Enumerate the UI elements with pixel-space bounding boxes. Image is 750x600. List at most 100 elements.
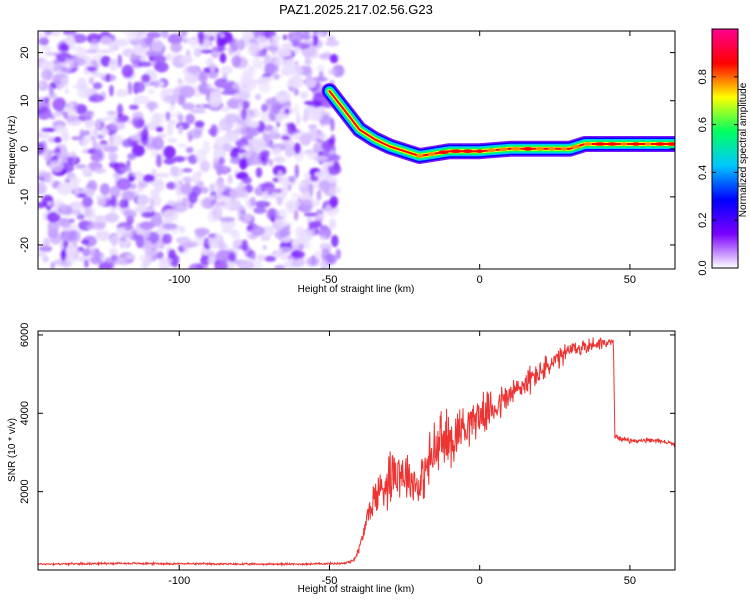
noise-blob: [58, 202, 66, 210]
noise-blob: [64, 88, 70, 94]
noise-blob: [193, 47, 202, 58]
noise-blob: [308, 108, 322, 121]
y-tick-label: 2000: [19, 479, 31, 503]
bottom-panel: -100 -50 0 50 2000 4000 6000 Height of straig…: [7, 323, 676, 595]
noise-blob: [181, 102, 195, 110]
noise-blob: [262, 191, 269, 201]
noise-blob: [116, 103, 124, 118]
noise-blob: [291, 40, 300, 48]
noise-blob: [272, 65, 279, 73]
noise-blob: [211, 206, 223, 220]
noise-blob: [181, 241, 191, 251]
noise-blob: [96, 143, 101, 151]
noise-blob: [330, 118, 335, 132]
noise-blob: [86, 49, 97, 54]
noise-blob: [210, 124, 218, 138]
noise-blob: [106, 110, 117, 116]
noise-blob: [275, 113, 281, 123]
noise-blob: [261, 103, 268, 113]
noise-blob: [108, 58, 119, 71]
noise-blob: [188, 263, 204, 269]
noise-blob: [182, 168, 193, 173]
noise-blob: [252, 31, 265, 36]
noise-blob: [237, 259, 254, 269]
noise-blob: [230, 229, 240, 239]
noise-blob: [191, 172, 201, 184]
noise-blob: [288, 175, 296, 183]
noise-blob: [139, 254, 153, 263]
noise-blob: [330, 134, 336, 146]
noise-blob: [299, 91, 309, 100]
noise-blob: [272, 165, 287, 177]
noise-blob: [66, 101, 80, 110]
chart-title: PAZ1.2025.217.02.56.G23: [279, 2, 433, 17]
noise-blob: [59, 43, 70, 52]
noise-blob: [144, 82, 152, 87]
noise-blob: [165, 111, 171, 122]
noise-blob: [228, 252, 236, 262]
ridge-hotspot: [594, 142, 606, 146]
noise-blob: [100, 128, 109, 135]
noise-blob: [94, 167, 106, 174]
ridge-hotspot: [535, 147, 544, 151]
noise-blob: [194, 120, 205, 128]
noise-blob: [194, 149, 207, 163]
noise-blob: [108, 84, 114, 97]
noise-blob: [99, 183, 110, 196]
noise-blob: [272, 35, 281, 42]
y-tick-label: 6000: [19, 323, 31, 347]
noise-blob: [303, 108, 309, 123]
colorbar-tick-label: 0.2: [697, 213, 709, 228]
noise-blob: [97, 49, 111, 54]
noise-blob: [320, 259, 329, 269]
ridge-hotspot: [571, 145, 581, 149]
noise-blob: [52, 111, 62, 118]
colorbar-tick-label: 0.0: [697, 260, 709, 275]
noise-blob: [242, 68, 257, 76]
noise-blob: [64, 178, 70, 183]
noise-blob: [295, 112, 301, 126]
noise-blob: [259, 149, 270, 157]
noise-blob: [163, 145, 176, 159]
noise-blob: [314, 135, 329, 140]
noise-blob: [62, 31, 77, 36]
noise-blob: [162, 223, 178, 230]
noise-blob: [228, 45, 234, 56]
noise-blob: [275, 156, 286, 164]
noise-blob: [121, 190, 136, 202]
noise-blob: [318, 180, 331, 192]
noise-blob: [280, 47, 293, 57]
noise-blob: [134, 81, 146, 93]
noise-blob: [47, 220, 60, 234]
noise-blob: [126, 159, 131, 169]
noise-blob: [256, 254, 267, 262]
noise-blob: [78, 255, 94, 263]
noise-blob: [123, 209, 137, 219]
noise-blob: [130, 172, 145, 177]
noise-blob: [145, 101, 159, 110]
noise-blob: [108, 248, 118, 257]
noise-blob: [304, 78, 317, 89]
noise-blob: [308, 221, 323, 229]
noise-blob: [161, 31, 169, 39]
noise-blob: [95, 230, 110, 239]
noise-blob: [308, 124, 318, 130]
noise-blob: [170, 42, 183, 53]
noise-blob: [88, 94, 105, 103]
ridge-hotspot: [415, 154, 424, 158]
noise-blob: [127, 152, 137, 160]
y-tick-label: -10: [19, 189, 31, 205]
ridge-hotspot: [522, 147, 533, 151]
noise-blob: [303, 212, 318, 217]
noise-blob: [143, 249, 159, 256]
x-tick-label: 50: [624, 575, 636, 587]
noise-blob: [331, 234, 339, 248]
noise-blob: [255, 35, 268, 44]
noise-blob: [250, 253, 256, 261]
noise-blob: [60, 242, 64, 251]
noise-blob: [117, 54, 123, 68]
noise-blob: [58, 217, 71, 228]
noise-blob: [207, 256, 215, 264]
noise-blob: [84, 259, 89, 268]
noise-blob: [303, 31, 309, 41]
